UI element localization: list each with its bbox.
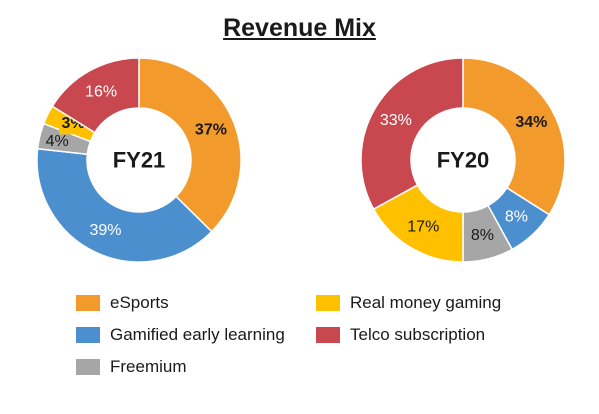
data-label-fy21-esports: 37% [195, 121, 227, 138]
data-label-fy20-telco-subscription: 33% [380, 112, 412, 129]
center-label-fy20: FY20 [437, 148, 490, 173]
data-label-fy20-freemium: 8% [471, 227, 494, 244]
slice-fy21-esports [138, 57, 242, 233]
donut-fy21: 37%39%4%3%16%FY21 [36, 57, 242, 263]
slice-fy21-telco-subscription [51, 57, 140, 134]
slice-fy21-gamified-early-learning [36, 147, 213, 263]
donut-fy20: 34% 8% 8% 17% 33% FY20 [360, 57, 566, 263]
data-label-fy20-gamified-early-learning: 8% [505, 208, 528, 225]
data-label-fy21-telco-subscription: 16% [85, 83, 117, 100]
chart-title: Revenue Mix [223, 14, 376, 42]
slice-fy20-telco-subscription [360, 57, 464, 211]
data-label-fy21-gamified-early-learning: 39% [89, 222, 121, 239]
data-label-fy21-freemium: 4% [46, 133, 69, 150]
center-label-fy21: FY21 [113, 148, 166, 173]
data-label-fy20-real-money-gaming: 17% [407, 219, 439, 236]
slice-fy20-esports [462, 57, 566, 216]
data-label-fy20-esports: 34% [515, 114, 547, 131]
